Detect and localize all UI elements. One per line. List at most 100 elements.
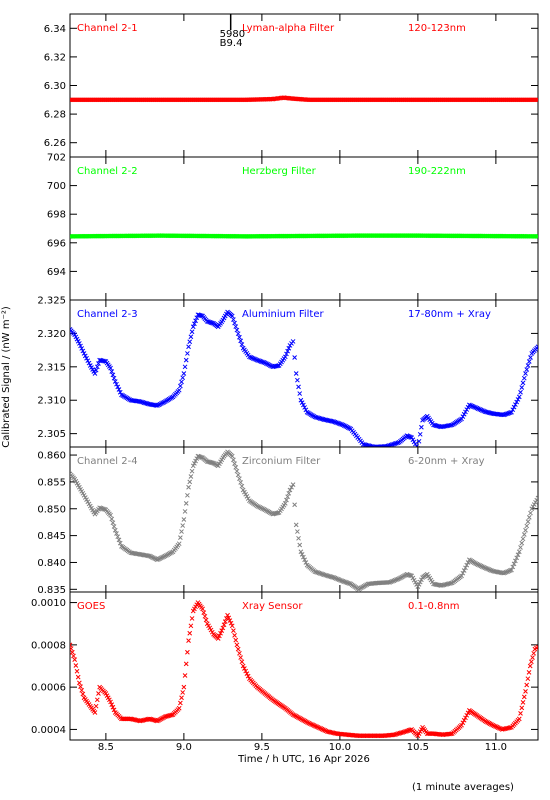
panel-frame xyxy=(69,156,539,301)
data-point xyxy=(523,689,528,694)
y-tick-label: 6.30 xyxy=(44,81,66,92)
data-point xyxy=(221,622,227,628)
data-point xyxy=(186,344,191,350)
data-point xyxy=(495,725,501,730)
data-point xyxy=(231,628,236,633)
data-point xyxy=(317,416,323,421)
data-point xyxy=(302,557,307,563)
y-tick-label: 0.0008 xyxy=(31,640,66,651)
data-point xyxy=(190,324,196,330)
data-point xyxy=(310,722,316,728)
data-point xyxy=(108,512,113,518)
data-point xyxy=(293,371,299,376)
data-point xyxy=(392,441,398,447)
data-point xyxy=(187,479,193,485)
data-point xyxy=(534,497,538,503)
data-point xyxy=(185,492,190,498)
y-tick-label: 0.0004 xyxy=(31,725,66,736)
data-point xyxy=(515,397,521,402)
data-point xyxy=(535,344,538,350)
data-point xyxy=(96,691,101,696)
y-tick-label: 2.325 xyxy=(37,296,66,307)
data-point xyxy=(479,408,485,413)
data-point xyxy=(321,572,327,578)
data-point xyxy=(193,318,198,324)
panel-frame xyxy=(69,591,539,741)
data-point xyxy=(398,730,404,736)
data-point xyxy=(510,407,516,413)
data-point xyxy=(392,577,398,583)
averaging-footnote: (1 minute averages) xyxy=(412,782,514,793)
data-point xyxy=(477,406,482,412)
data-point xyxy=(244,494,250,499)
data-point xyxy=(237,476,242,482)
data-point xyxy=(520,536,526,542)
data-point xyxy=(219,628,225,633)
data-point xyxy=(180,690,186,695)
data-point xyxy=(238,338,244,344)
data-point xyxy=(261,360,267,365)
y-axis-label: Calibrated Signal / (nW m⁻²) xyxy=(1,306,12,448)
data-point xyxy=(237,334,242,340)
data-point xyxy=(390,578,395,584)
data-point xyxy=(178,383,183,389)
data-point xyxy=(460,570,466,576)
data-series xyxy=(70,233,538,239)
data-point xyxy=(535,234,538,239)
data-point xyxy=(110,372,116,378)
data-series xyxy=(70,95,538,103)
channel-label: Channel 2-1 xyxy=(77,23,138,34)
data-point xyxy=(502,570,508,576)
filter-label: Herzberg Filter xyxy=(242,166,317,177)
data-point xyxy=(467,402,472,408)
data-point xyxy=(225,612,230,618)
data-point xyxy=(169,712,175,718)
channel-label: Channel 2-4 xyxy=(77,456,138,467)
data-point xyxy=(242,489,247,495)
data-point xyxy=(79,346,85,351)
data-series xyxy=(70,309,538,447)
y-tick-label: 0.835 xyxy=(37,585,66,596)
y-tick-label: 0.860 xyxy=(37,451,66,462)
data-point xyxy=(220,625,226,631)
data-point xyxy=(529,506,535,512)
data-point xyxy=(324,573,330,578)
x-tick-label: 9.5 xyxy=(254,742,270,753)
data-point xyxy=(286,490,292,496)
data-point xyxy=(516,394,522,400)
data-point xyxy=(525,519,531,525)
data-point xyxy=(316,570,322,576)
data-point xyxy=(514,399,520,405)
data-point xyxy=(260,359,265,365)
data-point xyxy=(299,400,305,405)
y-tick-label: 0.855 xyxy=(37,477,66,488)
data-point xyxy=(524,682,530,688)
data-point xyxy=(416,581,422,587)
data-point xyxy=(535,97,538,103)
data-point xyxy=(254,357,260,363)
data-point xyxy=(234,327,240,333)
data-point xyxy=(258,359,264,364)
data-point xyxy=(301,554,306,560)
data-point xyxy=(312,569,318,574)
data-point xyxy=(506,568,512,574)
data-point xyxy=(301,402,306,408)
data-point xyxy=(325,573,331,579)
data-point xyxy=(85,358,91,364)
data-point xyxy=(182,509,188,514)
data-point xyxy=(296,384,301,390)
data-point xyxy=(176,387,182,393)
data-point xyxy=(228,620,234,626)
data-point xyxy=(231,457,236,463)
channel-label: Channel 2-2 xyxy=(77,166,138,177)
y-tick-label: 0.850 xyxy=(37,504,66,515)
data-point xyxy=(479,564,485,569)
data-point xyxy=(515,552,521,558)
data-point xyxy=(513,402,518,407)
data-point xyxy=(81,492,87,498)
data-point xyxy=(109,516,115,522)
data-point xyxy=(345,580,351,586)
data-point xyxy=(448,731,454,737)
data-point xyxy=(244,671,250,676)
data-point xyxy=(463,565,468,571)
